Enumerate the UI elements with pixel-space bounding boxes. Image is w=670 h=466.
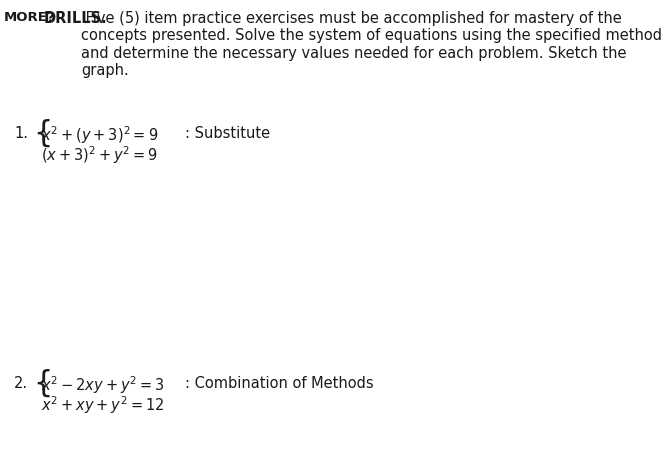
Text: $x^2 + xy + y^2 = 12$: $x^2 + xy + y^2 = 12$ bbox=[41, 394, 164, 416]
Text: Five (5) item practice exercises must be accomplished for mastery of the
concept: Five (5) item practice exercises must be… bbox=[81, 11, 662, 78]
Text: 2.: 2. bbox=[14, 376, 28, 391]
Text: DRILLS.: DRILLS. bbox=[44, 11, 107, 26]
Text: MORE?: MORE? bbox=[4, 11, 56, 24]
Text: : Substitute: : Substitute bbox=[186, 125, 271, 141]
Text: $\left\{\ \right.$: $\left\{\ \right.$ bbox=[33, 367, 51, 399]
Text: $x^2 - 2xy + y^2 = 3$: $x^2 - 2xy + y^2 = 3$ bbox=[41, 374, 165, 396]
Text: $\left\{\ \right.$: $\left\{\ \right.$ bbox=[33, 117, 51, 149]
Text: 1.: 1. bbox=[14, 126, 28, 141]
Text: : Combination of Methods: : Combination of Methods bbox=[186, 376, 374, 391]
Text: $(x + 3)^2 + y^2 = 9$: $(x + 3)^2 + y^2 = 9$ bbox=[41, 144, 158, 166]
Text: $x^2 + (y + 3)^2 = 9$: $x^2 + (y + 3)^2 = 9$ bbox=[41, 124, 158, 146]
